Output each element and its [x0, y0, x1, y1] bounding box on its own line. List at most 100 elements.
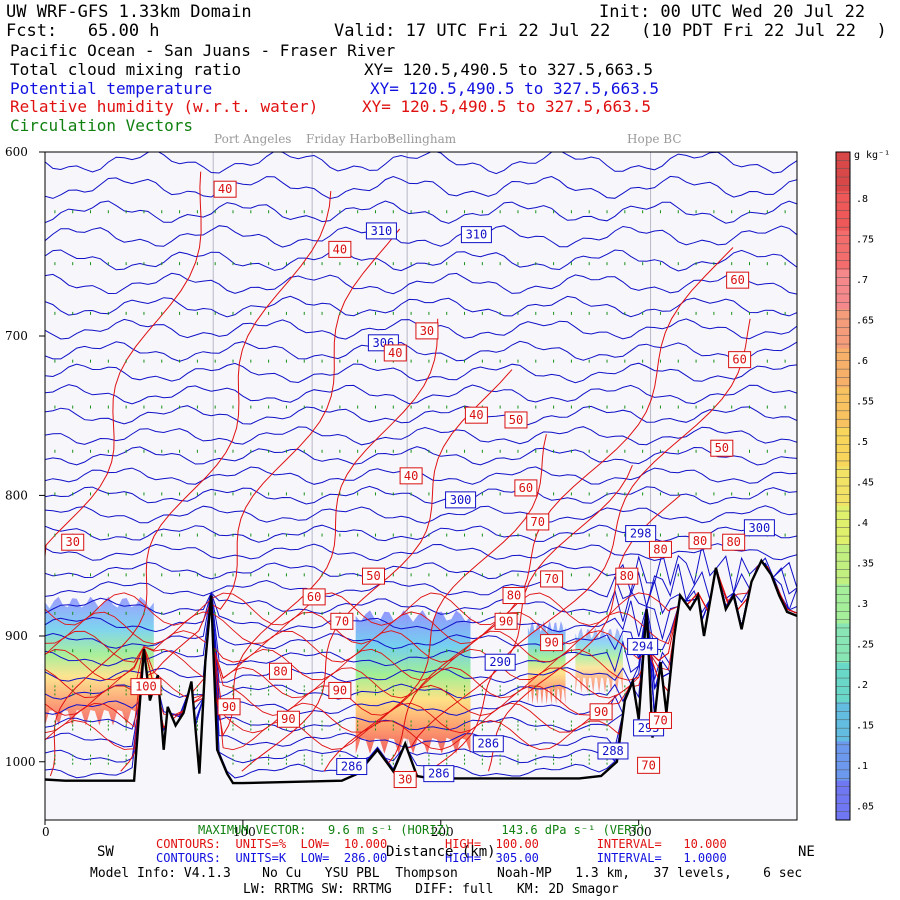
rh-label-text: 80 — [507, 589, 521, 603]
theta-contour — [45, 340, 797, 362]
colorbar-tick-label: .35 — [856, 559, 874, 570]
theta-label-box — [597, 742, 629, 760]
colorbar-unit: g kg⁻¹ — [854, 150, 890, 161]
theta-label-text: 288 — [602, 744, 624, 758]
theta-label: 288 — [597, 742, 629, 760]
rh-label-text: 50 — [509, 413, 523, 427]
field-name-cloud: Total cloud mixing ratio — [10, 60, 242, 79]
rh-label-box — [722, 533, 746, 551]
rh-label: 70 — [648, 711, 672, 729]
rh-label-text: 40 — [469, 408, 483, 422]
theta-label: 294 — [627, 638, 659, 656]
contours-rh-note: CONTOURS: UNITS=% LOW= 10.000 HIGH= 100.… — [156, 837, 727, 851]
rh-label: 60 — [726, 271, 750, 289]
colorbar-tick-label: .15 — [856, 721, 874, 732]
rh-label: 40 — [328, 240, 352, 258]
x-tick-label: 0 — [42, 825, 50, 839]
rh-contour — [241, 369, 513, 772]
rh-label: 40 — [383, 344, 407, 362]
theta-label-text: 294 — [632, 640, 654, 654]
theta-label-text: 300 — [749, 521, 771, 535]
rh-label-text: 40 — [333, 242, 347, 256]
colorbar-swatch — [836, 702, 850, 742]
terrain-fill — [45, 560, 797, 820]
rh-label-text: 80 — [653, 542, 667, 556]
rh-label: 90 — [217, 698, 241, 716]
colorbar-swatch — [836, 623, 850, 664]
physics-info: LW: RRTMG SW: RRTMG DIFF: full KM: 2D Sm… — [243, 882, 619, 897]
colorbar-tick-label: .3 — [856, 599, 868, 610]
theta-contour — [45, 295, 797, 318]
colorbar-swatch — [836, 505, 850, 546]
rh-label-box — [330, 612, 354, 630]
rh-label-box — [637, 756, 661, 774]
theta-contour — [45, 505, 797, 524]
theta-contour — [45, 426, 797, 446]
colorbar-swatch — [836, 584, 850, 625]
rh-label-text: 30 — [420, 324, 434, 338]
rh-label-text: 80 — [693, 534, 707, 548]
colorbar-tick-label: .2 — [856, 680, 868, 691]
field-name-rh: Relative humidity (w.r.t. water) — [10, 97, 319, 116]
rh-label: 90 — [276, 710, 300, 728]
rh-label-text: 90 — [281, 712, 295, 726]
rh-label-text: 90 — [222, 700, 236, 714]
rh-label-box — [502, 587, 526, 605]
y-tick-label: 600 — [5, 145, 28, 159]
theta-contour — [45, 485, 797, 505]
rh-label: 40 — [213, 180, 237, 198]
rh-label: 80 — [502, 587, 526, 605]
rh-label-text: 80 — [726, 535, 740, 549]
y-tick-label: 800 — [5, 488, 28, 502]
colorbar-tick-label: .5 — [856, 437, 868, 448]
theta-label-text: 300 — [450, 493, 472, 507]
theta-label-box — [365, 222, 397, 240]
rh-label: 70 — [526, 513, 550, 531]
theta-contour — [45, 175, 797, 200]
cloud-region — [575, 627, 623, 693]
colorbar-tick-label: .7 — [856, 275, 868, 286]
theta-label-box — [336, 758, 368, 776]
rh-label-box — [464, 406, 488, 424]
cloud-region — [45, 596, 154, 726]
colorbar-tick-label: .65 — [856, 316, 874, 327]
rh-label: 70 — [540, 570, 564, 588]
rh-label: 30 — [415, 322, 439, 340]
rh-label-text: 40 — [404, 469, 418, 483]
theta-label-box — [445, 491, 477, 509]
colorbar-tick-label: .55 — [856, 397, 874, 408]
rh-label-text: 80 — [273, 664, 287, 678]
rh-label-box — [383, 344, 407, 362]
rh-contour — [45, 565, 797, 681]
colorbar-tick-label: .45 — [856, 478, 874, 489]
rh-contour — [488, 495, 681, 772]
rh-label-text: 60 — [519, 481, 533, 495]
valid-time: Valid: 17 UTC Fri 22 Jul 22 (10 PDT Fri … — [334, 21, 887, 41]
rh-label-box — [213, 180, 237, 198]
rh-label: 90 — [328, 681, 352, 699]
theta-label-text: 286 — [477, 737, 499, 751]
theta-label-box — [472, 735, 504, 753]
field-name-vectors: Circulation Vectors — [10, 116, 194, 135]
rh-label: 70 — [330, 612, 354, 630]
rh-label-box — [268, 662, 292, 680]
theta-label: 310 — [365, 222, 397, 240]
theta-label-box — [743, 519, 775, 537]
rh-label-box — [328, 681, 352, 699]
theta-contour — [45, 562, 797, 622]
colorbar-tick-label: .8 — [856, 194, 868, 205]
rh-label-text: 70 — [531, 515, 545, 529]
rh-label: 50 — [362, 567, 386, 585]
field-xy-rh: XY= 120.5,490.5 to 327.5,663.5 — [362, 97, 651, 116]
region-title: Pacific Ocean - San Juans - Fraser River — [10, 41, 396, 60]
rh-label-text: 30 — [65, 535, 79, 549]
theta-label: 310 — [460, 226, 492, 244]
rh-label-box — [648, 540, 672, 558]
rh-label-box — [589, 703, 613, 721]
rh-label-box — [615, 567, 639, 585]
terrain-line — [45, 558, 797, 785]
rh-label-text: 60 — [732, 353, 746, 367]
rh-contour — [403, 465, 633, 749]
field-name-theta: Potential temperature — [10, 79, 213, 98]
place-friday-harbor: Friday Harbor — [306, 132, 394, 146]
